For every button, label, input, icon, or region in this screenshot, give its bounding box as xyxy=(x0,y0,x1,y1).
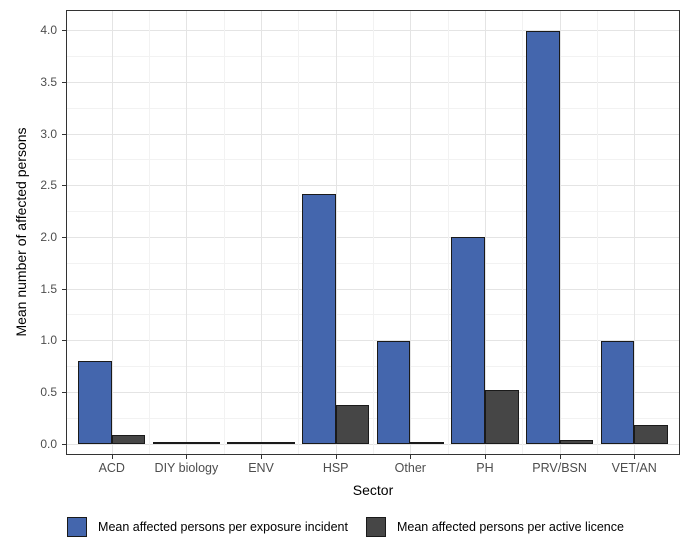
legend-label: Mean affected persons per exposure incid… xyxy=(98,520,348,534)
x-tick-label: ACD xyxy=(98,461,125,475)
y-tick-mark xyxy=(62,391,66,393)
major-gridline-v xyxy=(559,11,561,454)
y-tick-label: 0.5 xyxy=(40,384,57,399)
bar-exposure xyxy=(376,340,411,444)
x-tick-mark xyxy=(484,455,486,459)
legend-label: Mean affected persons per active licence xyxy=(396,520,624,534)
x-tick-mark xyxy=(111,455,113,459)
bar-licence xyxy=(335,404,370,444)
bar-licence xyxy=(559,439,594,444)
legend-item: Mean affected persons per active licence xyxy=(365,517,624,537)
y-tick-mark xyxy=(62,236,66,238)
legend-swatch-exposure xyxy=(67,517,88,537)
major-gridline-v xyxy=(261,11,263,454)
legend: Mean affected persons per exposure incid… xyxy=(0,510,691,544)
bar-exposure xyxy=(526,30,560,444)
bar-exposure xyxy=(600,340,635,444)
bar-licence xyxy=(484,389,519,444)
y-tick-mark xyxy=(62,288,66,290)
bar-licence xyxy=(111,434,146,444)
x-tick-mark xyxy=(186,455,188,459)
x-tick-label: HSP xyxy=(322,461,349,475)
major-gridline-v xyxy=(410,11,412,454)
y-tick-label: 2.0 xyxy=(40,229,57,244)
y-tick-mark xyxy=(62,185,66,187)
bar-exposure xyxy=(302,193,336,444)
y-tick-label: 1.0 xyxy=(40,333,57,348)
minor-gridline-v xyxy=(596,11,598,454)
minor-gridline-v xyxy=(223,11,225,454)
x-tick-label: VET/AN xyxy=(611,461,657,475)
x-tick-mark xyxy=(261,455,263,459)
major-gridline-v xyxy=(111,11,113,454)
x-tick-label: Other xyxy=(394,461,426,475)
legend-item: Mean affected persons per exposure incid… xyxy=(67,517,348,537)
minor-gridline-v xyxy=(373,11,374,454)
x-tick-mark xyxy=(559,455,561,459)
y-tick-mark xyxy=(62,133,66,135)
bar-licence xyxy=(410,441,444,444)
minor-gridline-v xyxy=(522,11,524,454)
y-tick-label: 4.0 xyxy=(40,23,57,38)
x-axis-title: Sector xyxy=(352,482,394,498)
x-tick-label: PRV/BSN xyxy=(532,461,587,475)
x-tick-label: PH xyxy=(476,461,494,475)
y-tick-mark xyxy=(62,81,66,83)
minor-gridline-v xyxy=(298,11,300,454)
y-tick-mark xyxy=(62,340,66,342)
x-tick-mark xyxy=(410,455,412,459)
bar-exposure xyxy=(152,441,187,444)
x-tick-label: DIY biology xyxy=(154,461,219,475)
major-gridline-v xyxy=(484,11,486,454)
y-tick-label: 0.0 xyxy=(40,436,57,451)
y-tick-label: 3.5 xyxy=(40,74,57,89)
major-gridline-v xyxy=(335,11,337,454)
bar-licence xyxy=(261,441,295,444)
major-gridline-v xyxy=(634,11,636,454)
x-tick-mark xyxy=(634,455,636,459)
x-tick-label: ENV xyxy=(248,461,274,475)
y-tick-mark xyxy=(62,443,66,445)
bar-exposure xyxy=(451,236,485,444)
minor-gridline-v xyxy=(149,11,151,454)
legend-swatch-licence xyxy=(365,517,386,537)
x-tick-mark xyxy=(335,455,337,459)
y-tick-label: 3.0 xyxy=(40,126,57,141)
bar-exposure xyxy=(227,441,262,444)
major-gridline-v xyxy=(186,11,188,454)
bar-licence xyxy=(186,441,220,444)
bar-licence xyxy=(634,424,668,444)
y-tick-label: 1.5 xyxy=(40,281,57,296)
bar-exposure xyxy=(78,360,112,444)
y-tick-label: 2.5 xyxy=(40,178,57,193)
y-tick-mark xyxy=(62,30,66,32)
minor-gridline-v xyxy=(447,11,449,454)
plot-panel xyxy=(66,10,680,455)
